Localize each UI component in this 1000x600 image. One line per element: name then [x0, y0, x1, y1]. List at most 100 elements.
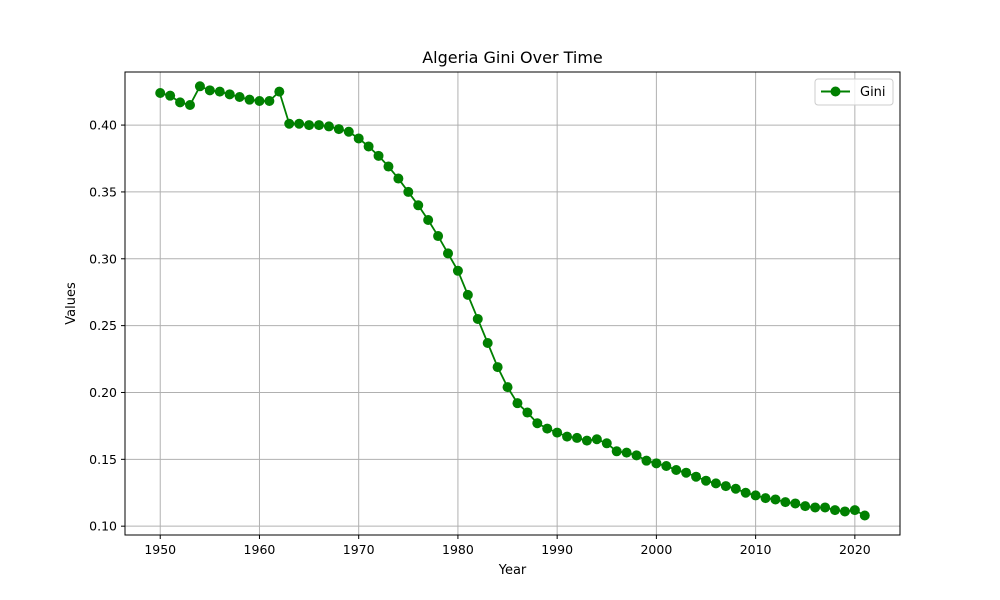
data-point	[244, 94, 255, 105]
y-tick-label: 0.25	[89, 318, 117, 333]
data-point	[185, 100, 195, 111]
x-tick-label: 1960	[244, 542, 276, 557]
data-point	[482, 338, 493, 349]
y-axis: 0.10 0.15 0.20 0.25 0.30 0.35 0.40	[89, 118, 125, 534]
data-point	[810, 502, 821, 513]
data-point	[661, 461, 672, 472]
data-point	[839, 506, 850, 517]
data-point	[641, 455, 652, 466]
data-point	[443, 248, 453, 259]
plot-frame	[124, 71, 901, 536]
data-point	[859, 510, 870, 521]
data-point	[701, 475, 711, 486]
x-tick-label: 2000	[640, 542, 672, 557]
data-point	[601, 438, 612, 449]
data-point	[452, 265, 463, 276]
y-tick-label: 0.10	[89, 519, 117, 534]
x-tick-label: 1990	[541, 542, 573, 557]
data-point	[472, 313, 483, 324]
data-point	[234, 92, 245, 102]
x-tick-label: 1970	[343, 542, 375, 557]
data-point	[333, 124, 344, 135]
x-axis-title: Year	[498, 563, 527, 578]
data-point	[591, 434, 602, 445]
data-point	[502, 382, 513, 393]
y-tick-label: 0.20	[89, 385, 117, 400]
data-point	[740, 487, 751, 498]
grid-layer	[125, 72, 900, 535]
data-point	[433, 231, 444, 242]
data-point	[562, 431, 573, 442]
data-point	[790, 498, 801, 509]
data-point	[165, 90, 176, 101]
x-tick-label: 2010	[740, 542, 772, 557]
data-point	[532, 418, 543, 429]
x-tick-label: 1950	[144, 542, 176, 557]
data-point	[274, 86, 285, 97]
data-point	[254, 96, 265, 107]
data-point	[572, 432, 582, 443]
data-point	[800, 501, 811, 512]
data-point	[750, 490, 761, 501]
data-point	[780, 497, 791, 508]
data-point	[343, 126, 354, 137]
data-point	[760, 493, 771, 504]
data-point	[542, 423, 553, 434]
data-point	[353, 133, 364, 144]
y-tick-label: 0.15	[89, 452, 117, 467]
y-tick-label: 0.30	[89, 251, 117, 266]
data-point	[323, 121, 334, 132]
series-line	[159, 85, 866, 517]
data-point	[264, 96, 275, 107]
data-point	[373, 150, 384, 161]
legend: Gini	[814, 78, 894, 106]
data-point	[194, 81, 205, 92]
data-point	[710, 478, 721, 489]
data-point	[552, 427, 563, 438]
data-point	[770, 494, 781, 505]
data-point	[671, 465, 682, 476]
legend-marker-swatch	[830, 86, 841, 97]
y-tick-label: 0.40	[89, 118, 117, 133]
data-point	[621, 447, 632, 458]
data-point	[830, 505, 840, 516]
data-point	[284, 118, 295, 129]
data-point	[294, 118, 305, 129]
data-point	[214, 86, 225, 97]
data-point	[383, 161, 394, 172]
data-point	[730, 483, 741, 494]
x-axis: 1950 1960 1970 1980 1990 2000 2010 2020	[144, 535, 871, 557]
x-tick-label: 2020	[839, 542, 871, 557]
data-point	[423, 215, 434, 225]
data-point	[413, 200, 424, 211]
data-point	[681, 467, 692, 478]
data-point	[849, 505, 860, 516]
data-point	[691, 471, 702, 482]
data-point	[403, 186, 414, 197]
data-point	[175, 97, 186, 108]
data-point	[820, 502, 831, 513]
data-point	[611, 446, 622, 457]
data-point	[522, 407, 533, 418]
data-point	[363, 141, 374, 152]
data-point	[631, 450, 642, 461]
y-tick-label: 0.35	[89, 184, 117, 199]
data-point	[651, 458, 662, 469]
data-point	[155, 87, 166, 98]
x-tick-label: 1980	[442, 542, 474, 557]
legend-label: Gini	[860, 85, 886, 100]
data-point	[492, 362, 503, 373]
data-point	[204, 85, 215, 96]
data-point	[224, 89, 235, 100]
data-point	[581, 435, 592, 446]
chart-title: Algeria Gini Over Time	[422, 48, 603, 67]
data-point	[720, 481, 731, 492]
data-point	[304, 120, 315, 131]
data-point	[393, 173, 404, 184]
legend-box	[814, 78, 894, 106]
data-point	[512, 398, 523, 409]
data-point	[462, 289, 473, 300]
series-layer	[155, 81, 870, 521]
